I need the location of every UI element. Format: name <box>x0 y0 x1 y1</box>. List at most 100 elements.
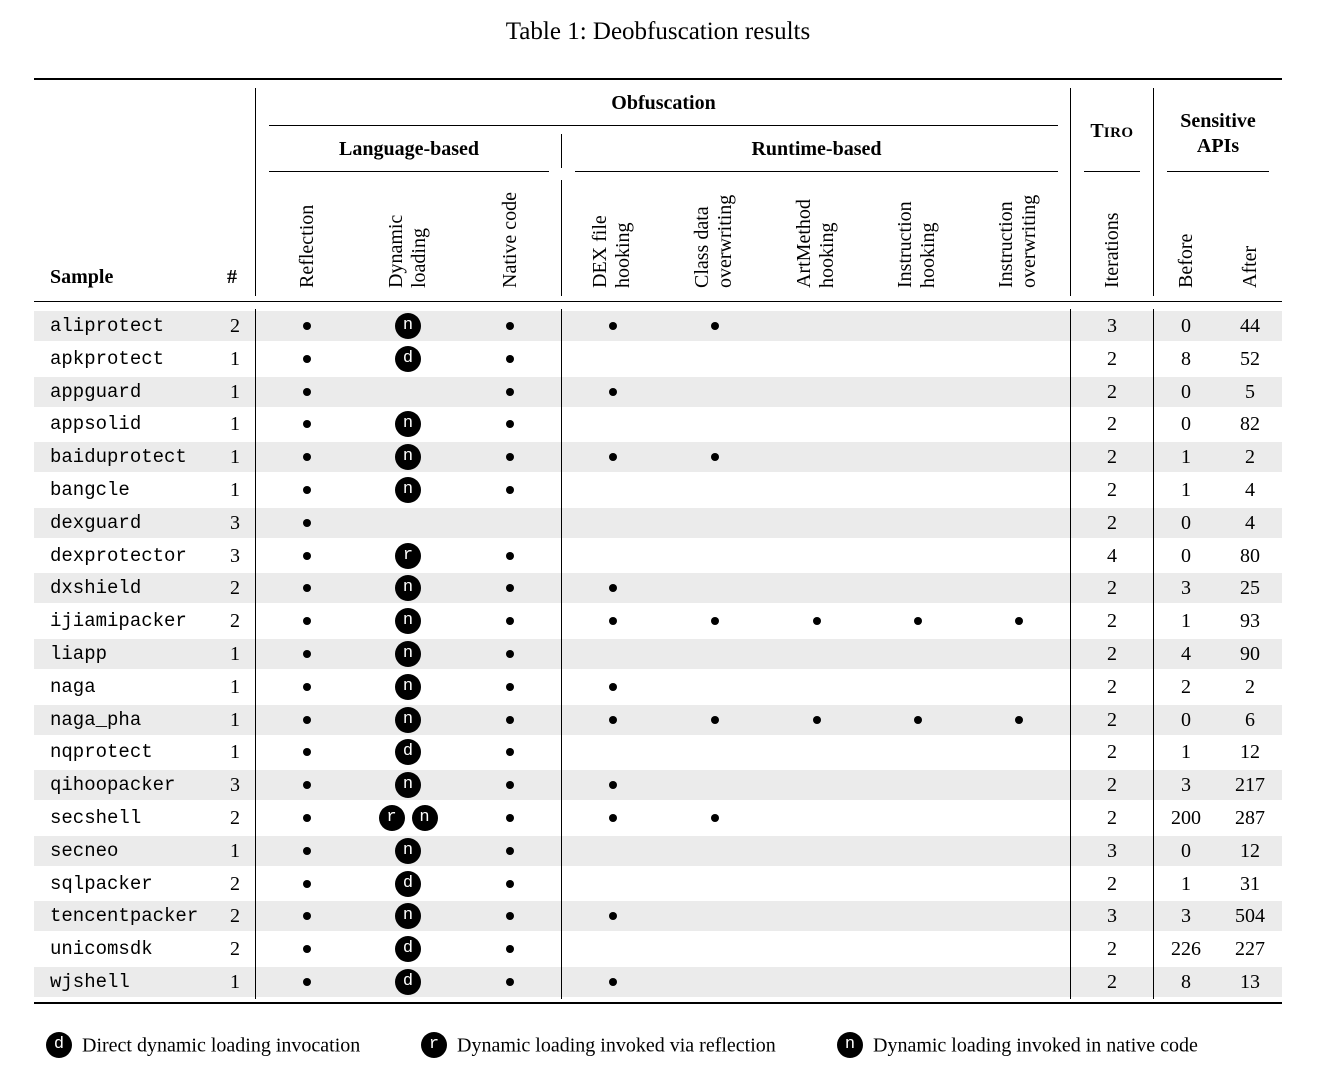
badge-d-icon: d <box>395 870 421 897</box>
badge-r-icon: r <box>421 1032 447 1059</box>
sample-count: 1 <box>230 839 240 862</box>
sample-count: 1 <box>230 446 240 469</box>
sample-count: 3 <box>230 774 240 797</box>
table-row: apkprotect 1 d 2 8 52 <box>34 344 1282 374</box>
bullet-refl <box>303 978 311 986</box>
bullet-native <box>506 978 514 986</box>
value-before: 0 <box>1181 544 1191 567</box>
badge-n-icon: n <box>837 1032 863 1059</box>
badge-d-icon: d <box>395 739 421 766</box>
badge-d-icon: d <box>395 936 421 963</box>
badge-r-icon: r <box>395 542 421 569</box>
sample-count: 1 <box>230 347 240 370</box>
value-iter: 2 <box>1107 446 1117 469</box>
sample-count: 3 <box>230 511 240 534</box>
top-rule <box>34 78 1282 80</box>
vsep-obfuscation <box>1070 88 1071 296</box>
reflection-label: Reflection <box>296 204 318 288</box>
bullet-dex <box>609 584 617 593</box>
bullet-ihook <box>914 715 922 724</box>
before-label: Before <box>1175 233 1197 288</box>
legend-direct-text: Direct dynamic loading invocation <box>82 1034 361 1057</box>
value-after: 25 <box>1240 577 1260 600</box>
legend-native-text: Dynamic loading invoked in native code <box>873 1034 1198 1057</box>
runtime-based-header: Runtime-based <box>751 138 882 160</box>
value-after: 82 <box>1240 413 1260 436</box>
instover-label-2: overwriting <box>1018 194 1040 288</box>
bullet-refl <box>303 322 311 330</box>
dynamic-label-2: loading <box>408 228 430 288</box>
sensitive-line1: Sensitive <box>1180 110 1256 132</box>
tiro-rest-letters: IRO <box>1103 125 1134 141</box>
value-iter: 2 <box>1107 807 1117 829</box>
table-row: sqlpacker 2 d 2 1 31 <box>34 869 1282 899</box>
value-iter: 2 <box>1107 643 1117 665</box>
badge-n-icon: n <box>395 903 421 930</box>
value-before: 226 <box>1171 938 1201 961</box>
value-after: 227 <box>1235 938 1265 961</box>
value-iter: 2 <box>1107 774 1117 797</box>
table-caption: Table 1: Deobfuscation results <box>505 18 811 45</box>
tiro-first-letter: T <box>1090 120 1104 142</box>
value-before: 0 <box>1181 708 1191 731</box>
bullet-native <box>506 814 514 822</box>
value-before: 0 <box>1181 315 1191 337</box>
sample-count: 1 <box>230 643 240 665</box>
tiro-rule <box>1084 171 1140 172</box>
value-before: 3 <box>1181 577 1191 600</box>
value-before: 0 <box>1181 413 1191 436</box>
bullet-native <box>506 650 514 658</box>
col-reflection-header: Reflection <box>296 205 319 288</box>
bullet-native <box>506 879 514 888</box>
value-before: 1 <box>1181 741 1191 764</box>
col-before-header: Before <box>1175 234 1198 288</box>
bullet-refl <box>303 945 311 954</box>
classdata-label-1: Class data <box>691 206 713 288</box>
bullet-native <box>506 486 514 494</box>
badge-n-icon: n <box>395 575 421 602</box>
bullet-refl <box>303 748 311 757</box>
table-row: aliprotect 2 n 3 0 44 <box>34 311 1282 341</box>
sensitive-rule <box>1167 171 1269 172</box>
col-iterations-header: Iterations <box>1101 212 1124 288</box>
language-based-header: Language-based <box>338 138 480 160</box>
sample-name: tencentpacker <box>50 905 199 928</box>
bullet-refl <box>303 354 311 363</box>
bullet-dex <box>609 617 617 626</box>
value-after: 90 <box>1240 643 1260 665</box>
sample-name: bangcle <box>50 479 130 501</box>
value-before: 3 <box>1181 905 1191 928</box>
value-after: 2 <box>1245 675 1255 698</box>
bullet-native <box>506 420 514 429</box>
sample-count: 1 <box>230 413 240 436</box>
value-iter: 3 <box>1107 905 1117 928</box>
col-native-code-header: Native code <box>499 192 522 288</box>
insthook-label-1: Instruction <box>894 201 916 288</box>
obfuscation-header: Obfuscation <box>611 92 716 114</box>
value-before: 8 <box>1181 971 1191 993</box>
table-row: appguard 1 2 0 5 <box>34 376 1282 407</box>
value-iter: 2 <box>1107 511 1117 534</box>
vsep-sample <box>255 88 256 296</box>
sample-count: 1 <box>230 380 240 403</box>
value-after: 52 <box>1240 347 1260 370</box>
bullet-native <box>506 846 514 855</box>
bullet-dex <box>609 715 617 724</box>
value-after: 44 <box>1240 315 1260 337</box>
bullet-refl <box>303 682 311 691</box>
table-row: qihoopacker 3 n 2 3 217 <box>34 770 1282 801</box>
badge-n-icon: n <box>395 673 421 700</box>
bullet-refl <box>303 486 311 494</box>
badge-n-icon: n <box>395 837 421 864</box>
bullet-native <box>506 945 514 954</box>
sample-name: baiduprotect <box>50 446 187 469</box>
bullet-cls <box>711 715 719 724</box>
bullet-refl <box>303 715 311 724</box>
sample-name: ijiamipacker <box>50 610 187 633</box>
badge-n-icon: n <box>395 313 421 339</box>
bullet-refl <box>303 387 311 396</box>
col-class-data-header: Class data overwriting <box>691 195 737 288</box>
instover-label-1: Instruction <box>995 201 1017 288</box>
value-after: 80 <box>1240 544 1260 567</box>
sample-count: 3 <box>230 544 240 567</box>
